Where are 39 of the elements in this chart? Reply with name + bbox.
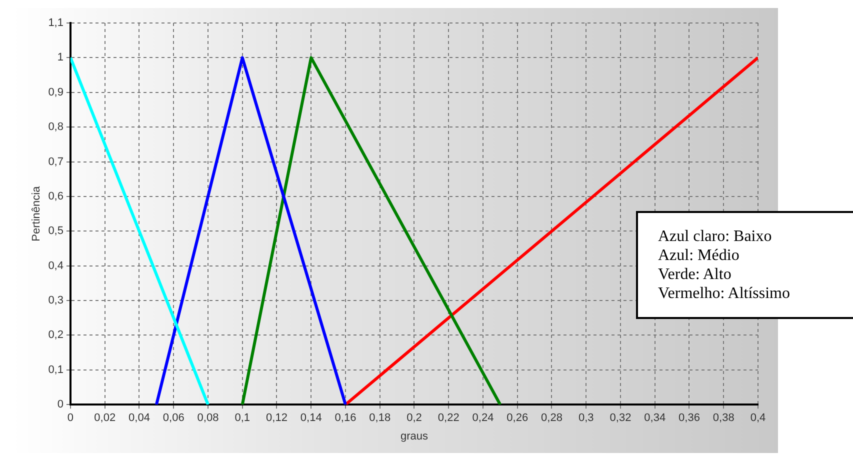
y-tick-label: 0: [57, 398, 64, 411]
annotation: Verde: Alto: [658, 265, 732, 284]
x-tick-label: 0,1: [234, 412, 250, 424]
x-tick-label: 0,14: [300, 412, 322, 424]
y-tick-label: 0,3: [48, 294, 64, 307]
x-tick-label: 0,18: [369, 412, 391, 424]
x-tick-label: 0,38: [712, 412, 734, 424]
annotation: Azul claro: Baixo: [658, 227, 773, 246]
y-tick-label: 1: [57, 52, 64, 64]
x-tick-label: 0,22: [438, 412, 460, 424]
x-axis-title: graus: [400, 430, 428, 442]
x-tick-label: 0,26: [506, 412, 528, 424]
x-tick-label: 0,4: [750, 412, 766, 424]
y-axis-title: Pertinência: [30, 185, 43, 242]
x-tick-label: 0,06: [162, 412, 184, 424]
x-tick-label: 0,36: [678, 412, 700, 424]
x-tick-label: 0,12: [266, 412, 288, 424]
x-tick-label: 0,08: [197, 412, 219, 424]
y-tick-label: 0,1: [48, 364, 64, 376]
x-tick-label: 0,28: [541, 412, 562, 424]
x-tick-label: 0,04: [128, 412, 150, 424]
x-tick-label: 0,02: [94, 412, 116, 424]
x-tick-label: 0,32: [610, 412, 632, 424]
annotation: Vermelho: Altíssimo: [658, 284, 791, 303]
x-tick-label: 0,2: [406, 412, 422, 424]
y-tick-label: 0,9: [48, 86, 64, 98]
x-tick-label: 0,16: [334, 412, 356, 424]
y-tick-label: 0,2: [48, 329, 64, 342]
x-tick-label: 0,34: [644, 412, 666, 424]
x-tick-label: 0: [67, 412, 74, 424]
y-tick-label: 1,1: [48, 17, 64, 30]
x-tick-label: 0,24: [472, 412, 494, 424]
y-tick-label: 0,6: [48, 190, 64, 202]
annotation: Azul: Médio: [658, 246, 740, 265]
x-tick-label: 0,3: [578, 412, 594, 424]
y-tick-label: 0,5: [48, 225, 64, 238]
y-tick-label: 0,8: [48, 121, 64, 134]
y-tick-label: 0,4: [48, 260, 64, 272]
y-tick-label: 0,7: [48, 156, 64, 168]
